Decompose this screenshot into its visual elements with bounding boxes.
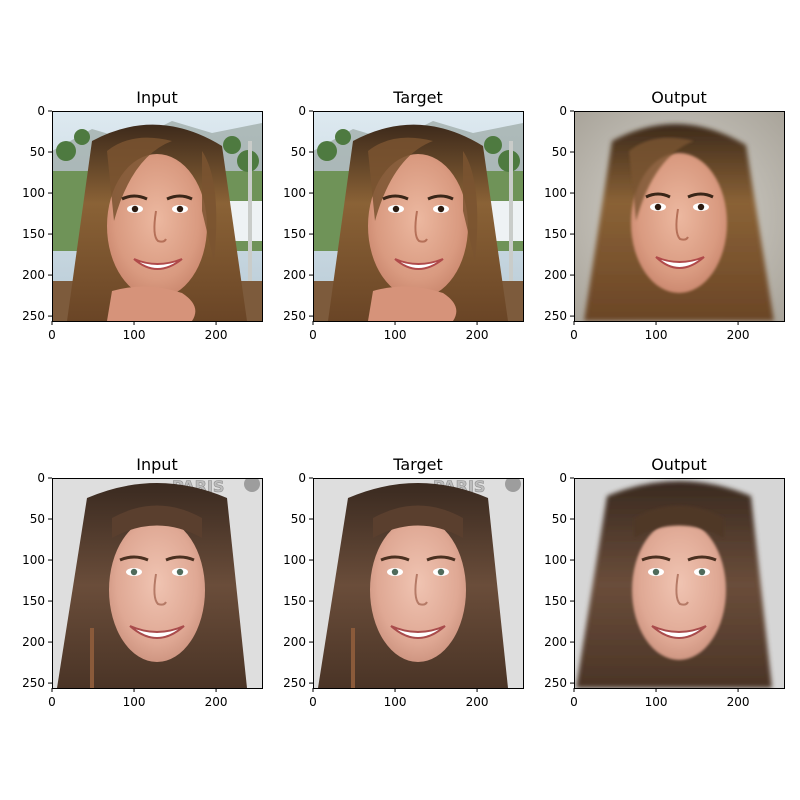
face-image <box>313 111 523 321</box>
y-tick-label: 50 <box>291 512 306 526</box>
panel-title: Target <box>392 455 443 474</box>
axes-frame <box>574 478 785 689</box>
panel-1-input: Input 0 100 200 0 50 100 150 200 250 <box>22 88 263 342</box>
panel-2-output: Output 0 100 200 0 50 100 150 200 250 <box>544 455 785 709</box>
axes-frame <box>52 111 263 322</box>
x-tick-label: 0 <box>309 328 317 342</box>
x-tick-label: 100 <box>384 328 407 342</box>
face-image <box>574 111 784 321</box>
x-tick-label: 0 <box>309 695 317 709</box>
x-tick-label: 100 <box>645 328 668 342</box>
y-tick-label: 50 <box>552 145 567 159</box>
y-tick-label: 200 <box>283 635 306 649</box>
y-tick-label: 100 <box>22 553 45 567</box>
y-tick-label: 0 <box>559 104 567 118</box>
y-tick-label: 0 <box>37 104 45 118</box>
y-tick-label: 0 <box>37 471 45 485</box>
y-tick-label: 250 <box>22 309 45 323</box>
y-tick-label: 0 <box>298 104 306 118</box>
panel-1-output: Output 0 100 200 0 50 100 150 200 250 <box>544 88 785 342</box>
x-tick-label: 0 <box>48 328 56 342</box>
x-tick-label: 200 <box>727 695 750 709</box>
y-tick-label: 100 <box>22 186 45 200</box>
y-tick-label: 150 <box>22 227 45 241</box>
axes-frame <box>52 478 263 689</box>
y-tick-label: 50 <box>552 512 567 526</box>
axes-frame <box>313 478 524 689</box>
y-tick-label: 250 <box>544 676 567 690</box>
y-tick-label: 100 <box>544 186 567 200</box>
axes-frame <box>313 111 524 322</box>
panel-2-input: Input 0 100 200 0 50 100 150 200 250 <box>22 455 263 709</box>
face-image <box>52 478 262 688</box>
y-tick-label: 100 <box>283 186 306 200</box>
y-tick-label: 150 <box>283 594 306 608</box>
y-tick-label: 250 <box>283 676 306 690</box>
panel-2-target: Target 0 100 200 0 50 100 150 200 250 <box>283 455 524 709</box>
y-tick-label: 200 <box>283 268 306 282</box>
y-tick-label: 50 <box>30 512 45 526</box>
y-tick-label: 100 <box>283 553 306 567</box>
panel-title: Input <box>136 455 177 474</box>
face-image <box>313 478 523 688</box>
y-tick-label: 150 <box>22 594 45 608</box>
panel-title: Output <box>651 455 707 474</box>
x-tick-label: 200 <box>727 328 750 342</box>
x-tick-label: 200 <box>466 695 489 709</box>
y-tick-label: 100 <box>544 553 567 567</box>
x-tick-label: 0 <box>570 328 578 342</box>
y-tick-label: 250 <box>283 309 306 323</box>
panel-title: Input <box>136 88 177 107</box>
y-tick-label: 250 <box>544 309 567 323</box>
x-tick-label: 100 <box>645 695 668 709</box>
panel-1-target: Target 0 100 200 0 50 100 150 200 250 <box>283 88 524 342</box>
y-tick-label: 50 <box>291 145 306 159</box>
y-tick-label: 200 <box>544 268 567 282</box>
y-tick-label: 0 <box>298 471 306 485</box>
axes-frame <box>574 111 785 322</box>
panel-title: Output <box>651 88 707 107</box>
y-tick-label: 0 <box>559 471 567 485</box>
y-tick-label: 250 <box>22 676 45 690</box>
y-tick-label: 150 <box>283 227 306 241</box>
face-image <box>52 111 262 321</box>
x-tick-label: 100 <box>123 695 146 709</box>
y-tick-label: 150 <box>544 594 567 608</box>
x-tick-label: 100 <box>384 695 407 709</box>
x-tick-label: 200 <box>205 695 228 709</box>
y-tick-label: 150 <box>544 227 567 241</box>
y-tick-label: 200 <box>544 635 567 649</box>
x-tick-label: 200 <box>466 328 489 342</box>
x-tick-label: 0 <box>48 695 56 709</box>
x-tick-label: 0 <box>570 695 578 709</box>
x-tick-label: 200 <box>205 328 228 342</box>
y-tick-label: 200 <box>22 268 45 282</box>
y-tick-label: 50 <box>30 145 45 159</box>
panel-title: Target <box>392 88 443 107</box>
face-image <box>574 478 784 688</box>
x-tick-label: 100 <box>123 328 146 342</box>
y-tick-label: 200 <box>22 635 45 649</box>
